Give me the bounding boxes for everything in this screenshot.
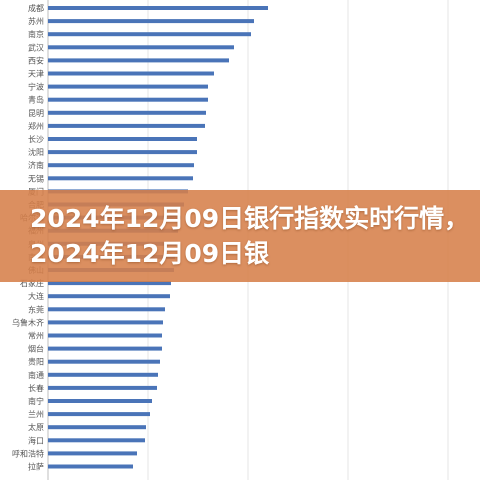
category-label-11: 沈阳 bbox=[28, 147, 44, 157]
bar-22 bbox=[48, 294, 170, 299]
article-title-banner[interactable]: 2024年12月09日银行指数实时行情，2024年12月09日银 bbox=[0, 190, 480, 282]
category-label-1: 苏州 bbox=[28, 16, 44, 26]
bar-8 bbox=[48, 110, 206, 115]
bar-33 bbox=[48, 438, 145, 443]
category-label-30: 南宁 bbox=[28, 396, 44, 406]
category-label-26: 烟台 bbox=[28, 344, 44, 354]
category-label-2: 南京 bbox=[28, 29, 44, 39]
bar-4 bbox=[48, 58, 229, 63]
bar-2 bbox=[48, 32, 251, 37]
category-label-6: 宁波 bbox=[28, 82, 44, 92]
bar-10 bbox=[48, 137, 197, 141]
bar-12 bbox=[48, 163, 194, 168]
category-label-34: 呼和浩特 bbox=[12, 448, 44, 458]
category-label-0: 成都 bbox=[28, 3, 44, 13]
bar-35 bbox=[48, 464, 133, 469]
category-label-4: 西安 bbox=[28, 55, 44, 65]
category-label-9: 郑州 bbox=[28, 121, 44, 131]
bar-28 bbox=[48, 372, 158, 377]
bar-26 bbox=[48, 346, 162, 351]
category-label-31: 兰州 bbox=[28, 409, 44, 419]
bar-5 bbox=[48, 71, 214, 76]
category-label-23: 东莞 bbox=[28, 304, 44, 314]
bar-3 bbox=[48, 45, 234, 50]
category-label-24: 乌鲁木齐 bbox=[12, 317, 44, 327]
category-label-5: 天津 bbox=[28, 69, 44, 79]
category-label-3: 武汉 bbox=[28, 42, 44, 52]
bar-27 bbox=[48, 359, 160, 364]
bar-23 bbox=[48, 307, 165, 312]
article-title[interactable]: 2024年12月09日银行指数实时行情，2024年12月09日银 bbox=[30, 204, 470, 268]
bar-29 bbox=[48, 385, 157, 390]
category-label-8: 昆明 bbox=[28, 109, 44, 118]
bar-9 bbox=[48, 123, 205, 128]
category-label-27: 贵阳 bbox=[28, 357, 44, 367]
category-label-32: 太原 bbox=[28, 422, 44, 432]
bar-21 bbox=[48, 281, 171, 286]
category-label-33: 海口 bbox=[28, 435, 44, 445]
bar-32 bbox=[48, 425, 146, 430]
category-label-25: 常州 bbox=[28, 332, 44, 341]
bar-11 bbox=[48, 150, 197, 155]
bar-0 bbox=[48, 6, 268, 10]
bar-30 bbox=[48, 399, 152, 403]
bar-34 bbox=[48, 451, 137, 456]
category-label-29: 长春 bbox=[28, 383, 44, 393]
bar-1 bbox=[48, 19, 254, 24]
bar-6 bbox=[48, 84, 208, 89]
bar-31 bbox=[48, 412, 150, 417]
category-label-21: 石家庄 bbox=[20, 278, 44, 288]
category-label-10: 长沙 bbox=[28, 134, 44, 144]
category-label-35: 拉萨 bbox=[28, 462, 44, 472]
bar-25 bbox=[48, 333, 162, 338]
bar-13 bbox=[48, 176, 193, 181]
category-label-22: 大连 bbox=[28, 291, 44, 301]
category-label-28: 南通 bbox=[28, 370, 44, 380]
category-label-13: 无锡 bbox=[28, 174, 44, 183]
category-label-7: 青岛 bbox=[28, 95, 44, 105]
bar-7 bbox=[48, 97, 208, 102]
bar-24 bbox=[48, 320, 163, 325]
category-label-12: 济南 bbox=[28, 160, 44, 170]
